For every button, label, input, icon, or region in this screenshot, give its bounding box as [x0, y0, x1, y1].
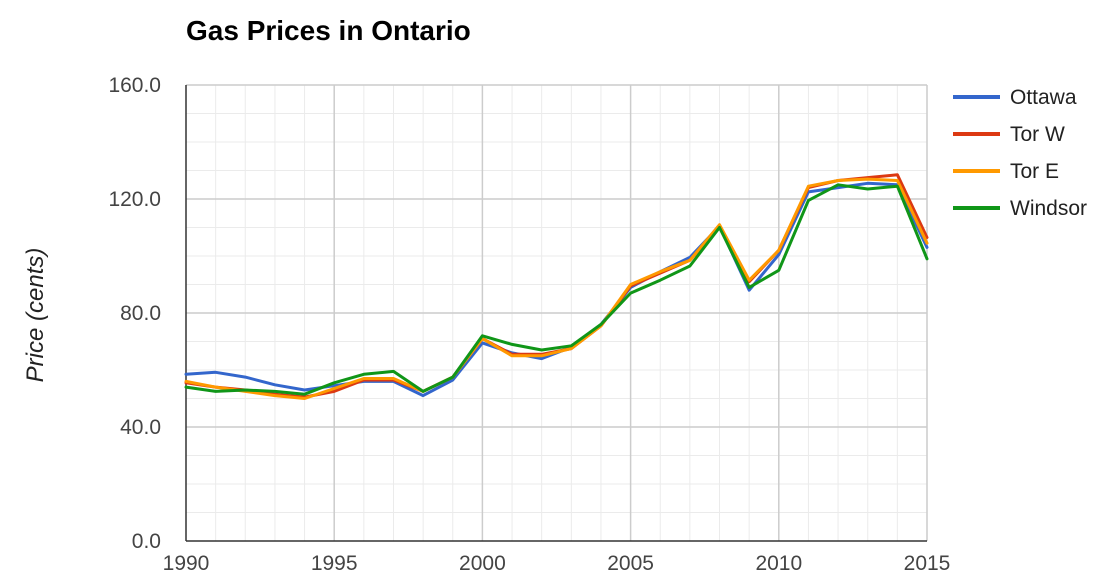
legend-label-tor-e: Tor E — [1010, 160, 1059, 183]
axes — [185, 85, 927, 542]
x-tick-label: 1990 — [163, 552, 210, 575]
y-tick-label: 120.0 — [108, 188, 161, 211]
legend-label-tor-w: Tor W — [1010, 123, 1065, 146]
chart-title: Gas Prices in Ontario — [186, 15, 471, 46]
y-tick-label: 0.0 — [132, 530, 161, 553]
series-lines — [184, 173, 929, 400]
x-axis-ticks: 1990 1995 2000 2005 2010 2015 — [163, 552, 951, 575]
y-axis-label: Price (cents) — [22, 248, 49, 383]
series-line-tor-w — [184, 173, 929, 399]
legend-label-ottawa: Ottawa — [1010, 86, 1077, 109]
y-tick-label: 40.0 — [120, 416, 161, 439]
legend-label-windsor: Windsor — [1010, 197, 1087, 220]
x-tick-label: 2010 — [755, 552, 802, 575]
series-line-tor-e — [184, 177, 929, 400]
y-tick-label: 80.0 — [120, 302, 161, 325]
y-axis-ticks: 0.0 40.0 80.0 120.0 160.0 — [108, 74, 161, 553]
x-tick-label: 1995 — [311, 552, 358, 575]
x-tick-label: 2005 — [607, 552, 654, 575]
y-tick-label: 160.0 — [108, 74, 161, 97]
series-line-windsor — [184, 183, 929, 396]
series-line-ottawa — [184, 181, 929, 398]
legend: Ottawa Tor W Tor E Windsor — [953, 86, 1087, 220]
x-tick-label: 2015 — [904, 552, 951, 575]
grid — [186, 84, 928, 541]
x-tick-label: 2000 — [459, 552, 506, 575]
